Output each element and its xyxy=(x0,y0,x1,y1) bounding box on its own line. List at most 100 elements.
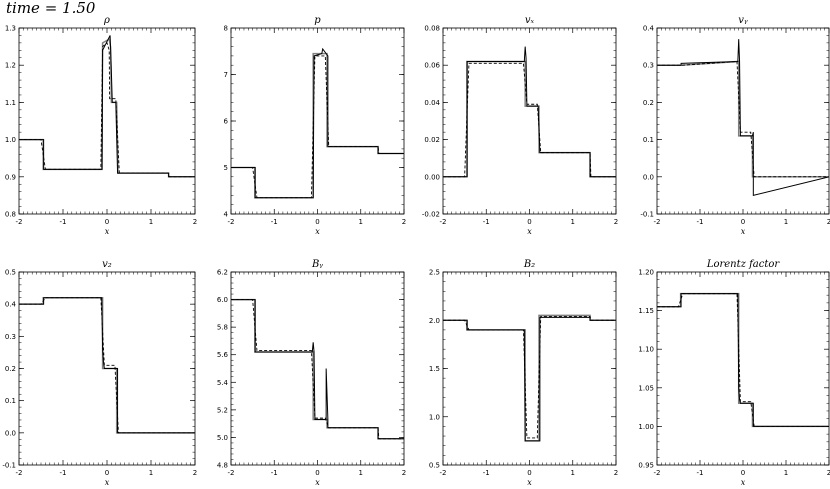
x-tick-label: 0 xyxy=(741,469,745,477)
x-tick-label: -1 xyxy=(271,218,278,226)
y-tick-label: 6.0 xyxy=(217,296,228,304)
reference-dashed-line xyxy=(231,299,404,440)
panel-5: -2 -1 0 1 2 -0.1 0.0 0.1 0.2 0.3 0.4 0.5 v₂ x xyxy=(2,259,197,487)
x-axis-label: x xyxy=(741,227,746,236)
x-tick-label: -2 xyxy=(16,218,23,226)
plot-frame xyxy=(442,27,617,215)
x-axis-label: x xyxy=(105,478,110,487)
y-tick-label: 6 xyxy=(224,118,229,126)
panel-3: -2 -1 0 1 2 -0.02 0.00 0.02 0.04 0.06 0.08 vₓ x xyxy=(422,15,618,236)
y-tick-label: 1.0 xyxy=(5,136,16,144)
panel-title: vₓ xyxy=(525,15,535,26)
y-tick-label: 0.06 xyxy=(424,62,440,70)
y-tick-label: -0.1 xyxy=(2,462,16,470)
x-tick-label: -2 xyxy=(16,469,23,477)
x-tick-label: -1 xyxy=(60,469,67,477)
y-tick-label: 0.3 xyxy=(5,333,16,341)
reference-dashed-line xyxy=(657,60,829,178)
numerical-solution-line xyxy=(657,293,829,427)
x-tick-label: 1 xyxy=(359,469,363,477)
x-tick-label: -1 xyxy=(697,218,704,226)
x-tick-label: -1 xyxy=(483,218,490,226)
x-axis-label: x xyxy=(741,478,746,487)
y-tick-label: 4.8 xyxy=(217,462,228,470)
x-tick-label: 1 xyxy=(571,469,575,477)
exact-solution-line xyxy=(19,37,195,178)
x-tick-label: 0 xyxy=(741,218,745,226)
x-tick-label: -2 xyxy=(228,218,235,226)
x-tick-label: 0 xyxy=(315,469,319,477)
x-tick-label: 2 xyxy=(402,218,406,226)
panel-title: Lorentz factor xyxy=(706,259,781,270)
reference-dashed-line xyxy=(19,42,195,178)
panel-6: -2 -1 0 1 2 4.8 5.0 5.2 5.4 5.6 5.8 6.0 6.2 Bᵧ x xyxy=(217,259,406,487)
x-tick-label: 0 xyxy=(105,469,109,477)
x-tick-label: 2 xyxy=(402,469,406,477)
y-tick-label: 0.00 xyxy=(424,173,440,181)
time-label: time = 1.50 xyxy=(6,0,96,17)
x-tick-label: 2 xyxy=(193,469,197,477)
y-tick-label: 0.5 xyxy=(429,462,440,470)
y-tick-label: 0.04 xyxy=(424,99,440,107)
y-tick-label: -0.1 xyxy=(640,211,654,219)
x-tick-label: 0 xyxy=(315,218,319,226)
x-tick-label: -2 xyxy=(440,469,447,477)
exact-solution-line xyxy=(231,52,404,199)
panel-title: vᵧ xyxy=(738,15,748,26)
reference-dashed-line xyxy=(657,293,829,427)
panels: -2 -1 0 1 2 0.8 0.9 1.0 1.1 1.2 1.3 ρ x -2 -1 0 1 2 4 5 6 7 8 p… xyxy=(2,15,830,487)
x-tick-label: -2 xyxy=(654,469,661,477)
y-tick-label: 5.0 xyxy=(217,434,228,442)
y-tick-label: 2.5 xyxy=(429,269,440,277)
y-tick-label: 0.2 xyxy=(5,365,16,373)
plot-frame xyxy=(656,27,830,215)
y-tick-label: 0.4 xyxy=(5,301,17,309)
y-tick-label: 1.2 xyxy=(5,62,16,70)
x-tick-label: -2 xyxy=(440,218,447,226)
y-tick-label: 0.8 xyxy=(5,211,16,219)
y-tick-label: 4 xyxy=(224,211,229,219)
panel-4: -2 -1 0 1 2 -0.1 0.0 0.1 0.2 0.3 0.4 vᵧ x xyxy=(640,15,830,236)
panel-title: Bᵧ xyxy=(311,259,323,270)
y-tick-label: 0.08 xyxy=(424,25,440,33)
y-tick-label: 8 xyxy=(224,25,228,33)
x-tick-label: 1 xyxy=(359,218,363,226)
x-axis-label: x xyxy=(315,478,320,487)
x-axis-label: x xyxy=(105,227,110,236)
x-axis-label: x xyxy=(527,227,532,236)
y-tick-label: 1.00 xyxy=(638,423,654,431)
y-tick-label: 5.8 xyxy=(217,324,228,332)
plot-frame xyxy=(18,27,196,215)
x-tick-label: 2 xyxy=(827,469,830,477)
x-tick-label: 1 xyxy=(571,218,575,226)
numerical-solution-line xyxy=(443,46,616,178)
plot-frame xyxy=(656,271,830,466)
numerical-solution-line xyxy=(443,316,616,442)
reference-dashed-line xyxy=(19,297,195,434)
panel-1: -2 -1 0 1 2 0.8 0.9 1.0 1.1 1.2 1.3 ρ x xyxy=(5,15,197,236)
reference-dashed-line xyxy=(443,315,616,439)
y-tick-label: 0.2 xyxy=(643,99,654,107)
y-tick-label: -0.02 xyxy=(422,211,440,219)
y-tick-label: 5 xyxy=(224,164,228,172)
panel-2: -2 -1 0 1 2 4 5 6 7 8 p x xyxy=(224,15,407,236)
panel-8: -2 -1 0 1 2 0.95 1.00 1.05 1.10 1.15 1.20 Lorentz f… xyxy=(638,259,830,487)
y-tick-label: 1.5 xyxy=(429,365,440,373)
x-tick-label: 1 xyxy=(149,218,153,226)
exact-solution-line xyxy=(443,314,616,442)
y-tick-label: 1.05 xyxy=(638,384,654,392)
numerical-solution-line xyxy=(231,299,404,440)
y-tick-label: 0.5 xyxy=(5,269,16,277)
x-tick-label: -2 xyxy=(228,469,235,477)
x-tick-label: -2 xyxy=(654,218,661,226)
y-tick-label: 7 xyxy=(224,71,228,79)
y-tick-label: 0.0 xyxy=(643,173,654,181)
y-tick-label: 1.3 xyxy=(5,25,16,33)
y-tick-label: 1.20 xyxy=(638,269,654,277)
x-tick-label: 2 xyxy=(193,218,197,226)
y-tick-label: 0.3 xyxy=(643,62,654,70)
panel-title: p xyxy=(314,15,321,26)
y-tick-label: 0.02 xyxy=(424,136,440,144)
y-tick-label: 0.0 xyxy=(5,429,16,437)
